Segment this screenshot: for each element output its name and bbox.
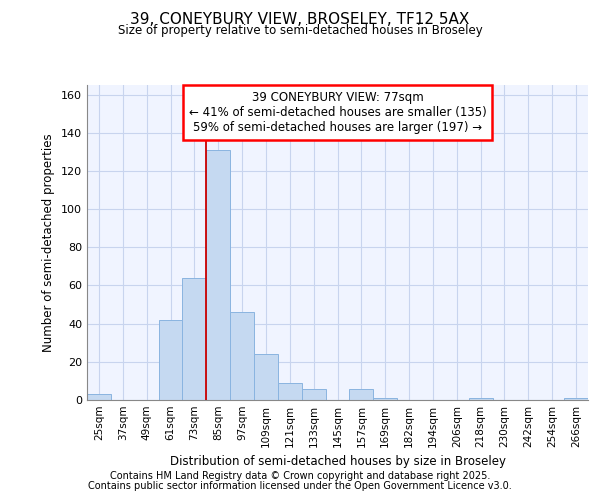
Bar bbox=[349, 388, 373, 400]
Bar bbox=[302, 388, 326, 400]
Bar bbox=[182, 278, 206, 400]
Bar bbox=[87, 394, 111, 400]
Bar bbox=[206, 150, 230, 400]
Bar bbox=[158, 320, 182, 400]
Bar bbox=[230, 312, 254, 400]
X-axis label: Distribution of semi-detached houses by size in Broseley: Distribution of semi-detached houses by … bbox=[170, 456, 505, 468]
Bar bbox=[564, 398, 588, 400]
Bar bbox=[373, 398, 397, 400]
Text: Size of property relative to semi-detached houses in Broseley: Size of property relative to semi-detach… bbox=[118, 24, 482, 37]
Text: 39 CONEYBURY VIEW: 77sqm
← 41% of semi-detached houses are smaller (135)
59% of : 39 CONEYBURY VIEW: 77sqm ← 41% of semi-d… bbox=[188, 92, 487, 134]
Y-axis label: Number of semi-detached properties: Number of semi-detached properties bbox=[43, 133, 55, 352]
Text: 39, CONEYBURY VIEW, BROSELEY, TF12 5AX: 39, CONEYBURY VIEW, BROSELEY, TF12 5AX bbox=[130, 12, 470, 28]
Text: Contains public sector information licensed under the Open Government Licence v3: Contains public sector information licen… bbox=[88, 481, 512, 491]
Text: Contains HM Land Registry data © Crown copyright and database right 2025.: Contains HM Land Registry data © Crown c… bbox=[110, 471, 490, 481]
Bar bbox=[254, 354, 278, 400]
Bar bbox=[469, 398, 493, 400]
Bar bbox=[278, 383, 302, 400]
